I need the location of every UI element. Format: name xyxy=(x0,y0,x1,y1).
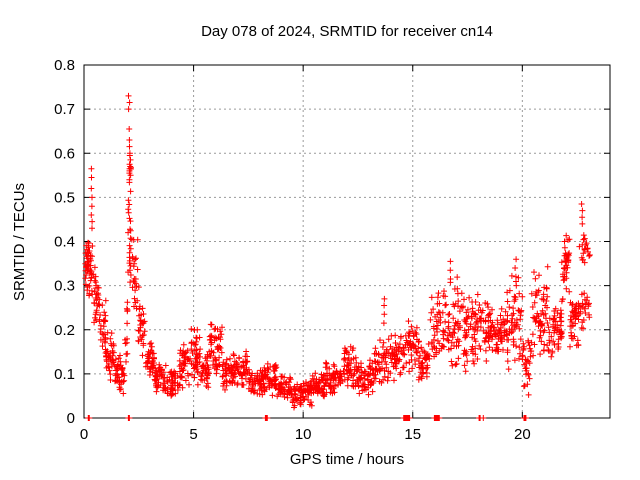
tick-label-layer: 0 5 10 15 20 0 0.1 0.2 0.3 0.4 0.5 0.6 0.7 0.8 xyxy=(54,57,531,443)
x-tick-label: 20 xyxy=(514,426,531,443)
y-tick-label: 0.7 xyxy=(54,101,75,118)
scatter-points xyxy=(82,92,593,421)
grid-layer xyxy=(84,65,610,418)
x-tick-label: 5 xyxy=(189,426,197,443)
chart-title: Day 078 of 2024, SRMTID for receiver cn1… xyxy=(201,23,493,40)
x-axis-label: GPS time / hours xyxy=(290,451,404,468)
y-tick-label: 0.4 xyxy=(54,234,75,251)
x-tick-label: 0 xyxy=(80,426,88,443)
y-tick-label: 0.8 xyxy=(54,57,75,74)
x-tick-label: 15 xyxy=(404,426,421,443)
x-tick-label: 10 xyxy=(295,426,312,443)
y-tick-label: 0.3 xyxy=(54,278,75,295)
y-tick-label: 0.1 xyxy=(54,366,75,383)
y-tick-label: 0.5 xyxy=(54,189,75,206)
y-axis-label: SRMTID / TECUs xyxy=(11,183,28,301)
y-tick-label: 0.6 xyxy=(54,145,75,162)
data-points-layer xyxy=(82,92,593,421)
y-tick-label: 0.2 xyxy=(54,322,75,339)
axis-layer xyxy=(83,64,611,419)
y-tick-label: 0 xyxy=(67,410,75,427)
